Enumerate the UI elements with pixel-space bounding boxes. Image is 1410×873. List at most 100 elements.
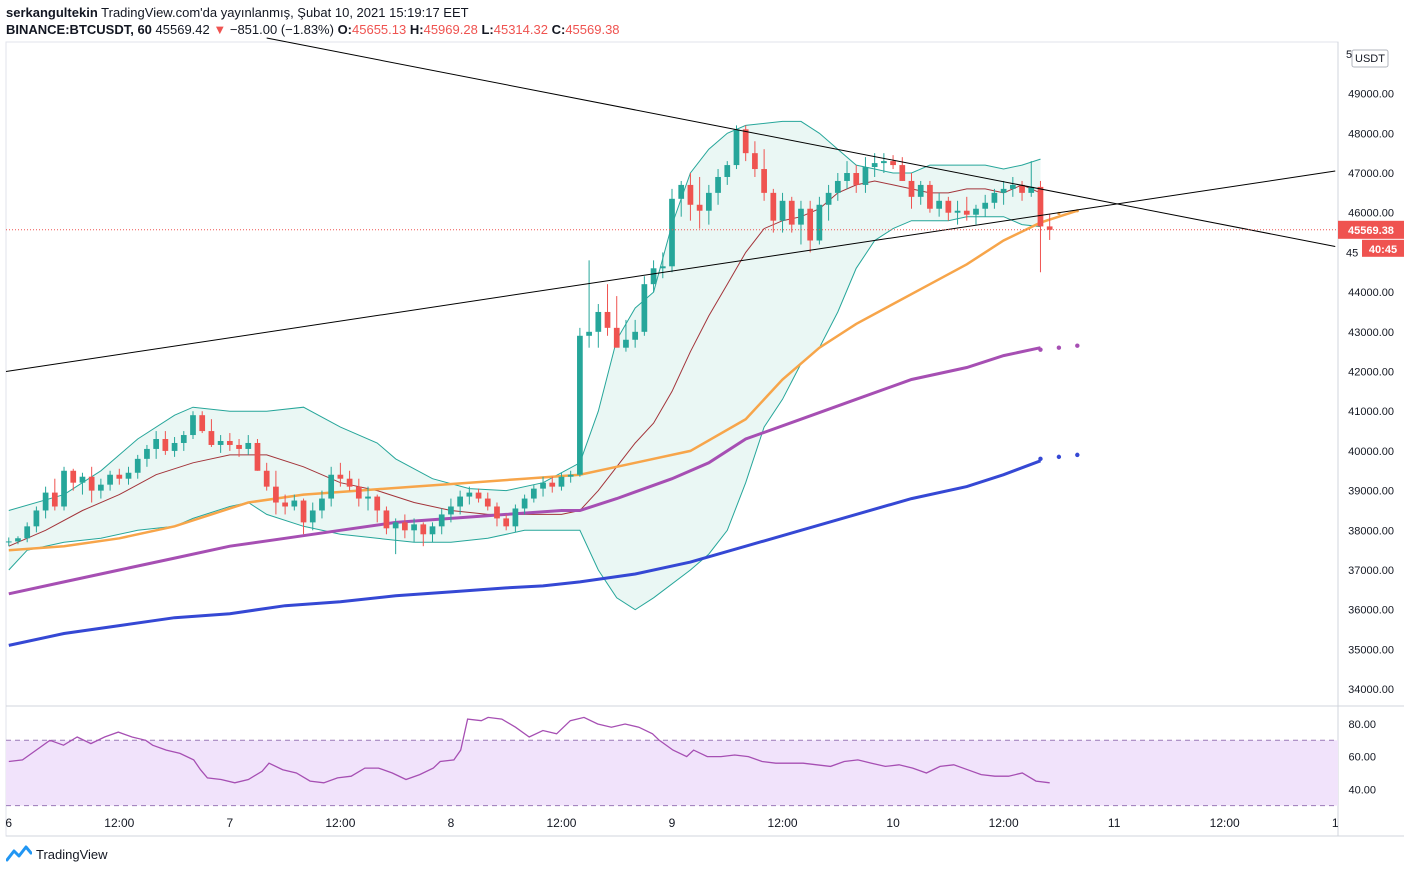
candle-body: [411, 524, 417, 531]
price-tick-label: 38000.00: [1348, 525, 1394, 537]
price-tick-label: 43000.00: [1348, 327, 1394, 339]
candle-body: [752, 153, 758, 170]
rsi-line: [8, 716, 1050, 784]
open-value: 45655.13: [352, 22, 407, 37]
rsi-tick-label: 40.00: [1348, 784, 1376, 796]
candle-body: [328, 474, 335, 499]
price-tick-label: 40000.00: [1348, 446, 1394, 458]
trendline: [5, 170, 1336, 373]
publish-info: serkangultekin TradingView.com'da yayınl…: [6, 5, 469, 20]
candle-body: [429, 526, 436, 535]
candle-body: [530, 488, 537, 499]
candle-body: [705, 192, 712, 211]
candle-body: [871, 163, 878, 168]
candle-body: [392, 522, 399, 529]
brand-name: TradingView: [36, 846, 108, 862]
candle-body: [954, 210, 961, 213]
last-price-badge: [1338, 220, 1404, 239]
candle-body: [438, 514, 445, 527]
candle-body: [337, 474, 344, 479]
candle-body: [236, 444, 242, 449]
candle-body: [834, 180, 841, 193]
candle-body: [521, 498, 528, 509]
last-value: 45569.42: [155, 22, 210, 37]
candle-body: [98, 484, 104, 491]
price-tick-label: 45: [1346, 247, 1358, 259]
candle-body: [171, 442, 178, 451]
candle-body: [5, 541, 12, 543]
price-tick-label: 49000.00: [1348, 89, 1394, 101]
candle-body: [742, 129, 749, 154]
last-price-label: 45569.38: [1348, 225, 1394, 237]
close-label: C:: [551, 22, 566, 37]
candle-body: [475, 492, 482, 499]
candle-body: [715, 176, 721, 193]
close-value: 45569.38: [565, 22, 620, 37]
candle-body: [420, 524, 427, 535]
candle-body: [217, 440, 224, 445]
candle-body: [862, 167, 869, 185]
candle-body: [153, 439, 160, 449]
time-tick-label: 10: [886, 816, 900, 830]
candle-body: [659, 266, 666, 269]
candle-body: [512, 508, 519, 527]
candle-body: [355, 486, 362, 499]
low-label: L:: [481, 22, 494, 37]
candle-body: [945, 200, 952, 213]
trendline: [266, 37, 1336, 247]
candle-body: [144, 448, 150, 459]
candle-body: [300, 500, 307, 523]
candle-body: [1019, 184, 1025, 193]
time-tick-label: 12:00: [546, 816, 576, 830]
candle-body: [263, 470, 270, 487]
low-value: 45314.32: [493, 22, 548, 37]
price-tick-label: 48000.00: [1348, 128, 1394, 140]
price-tick-label: 34000.00: [1348, 684, 1394, 696]
candle-body: [623, 339, 629, 348]
time-tick-label: 1: [1332, 816, 1339, 830]
candle-body: [613, 327, 620, 348]
time-tick-label: 9: [669, 816, 676, 830]
ma-blue-projection-dot: [1038, 456, 1043, 462]
price-tick-label: 35000.00: [1348, 644, 1394, 656]
author-name[interactable]: serkangultekin: [6, 5, 98, 20]
candle-body: [927, 184, 933, 209]
candle-body: [586, 331, 592, 336]
candle-body: [917, 184, 924, 197]
tradingview-brand[interactable]: TradingView: [6, 845, 108, 863]
time-tick-label: 12:00: [768, 816, 798, 830]
candle-body: [540, 482, 546, 489]
candle-body: [1000, 188, 1007, 193]
time-tick-label: 6: [5, 816, 12, 830]
ohlc-legend: BINANCE:BTCUSDT, 60 45569.42 ▼ −851.00 (…: [6, 22, 620, 37]
candle-body: [549, 482, 556, 487]
candle-body: [641, 284, 648, 332]
candle-body: [669, 198, 675, 267]
candle-body: [88, 476, 95, 491]
time-tick-label: 12:00: [104, 816, 134, 830]
symbol-label[interactable]: BINANCE:BTCUSDT, 60: [6, 22, 152, 37]
time-tick-label: 12:00: [1210, 816, 1240, 830]
candle-body: [226, 440, 233, 445]
ema-orange-line: [8, 209, 1078, 552]
countdown-badge: [1362, 239, 1404, 257]
candle-body: [484, 498, 491, 507]
candle-body: [61, 470, 67, 507]
candle-body: [595, 311, 602, 332]
candle-body: [982, 202, 989, 209]
price-tick-label: 42000.00: [1348, 367, 1394, 379]
candle-body: [770, 192, 777, 221]
candle-body: [107, 474, 113, 485]
candle-body: [254, 442, 261, 471]
ma-blue-projection-dot: [1056, 454, 1062, 460]
countdown-label: 40:45: [1369, 244, 1397, 256]
candle-body: [567, 474, 574, 477]
candle-body: [24, 526, 31, 539]
candle-body: [199, 415, 206, 432]
bollinger-fill: [8, 121, 1041, 610]
price-tick-label: 47000.00: [1348, 168, 1394, 180]
high-value: 45969.28: [423, 22, 478, 37]
time-tick-label: 8: [448, 816, 455, 830]
candle-body: [1028, 186, 1035, 193]
